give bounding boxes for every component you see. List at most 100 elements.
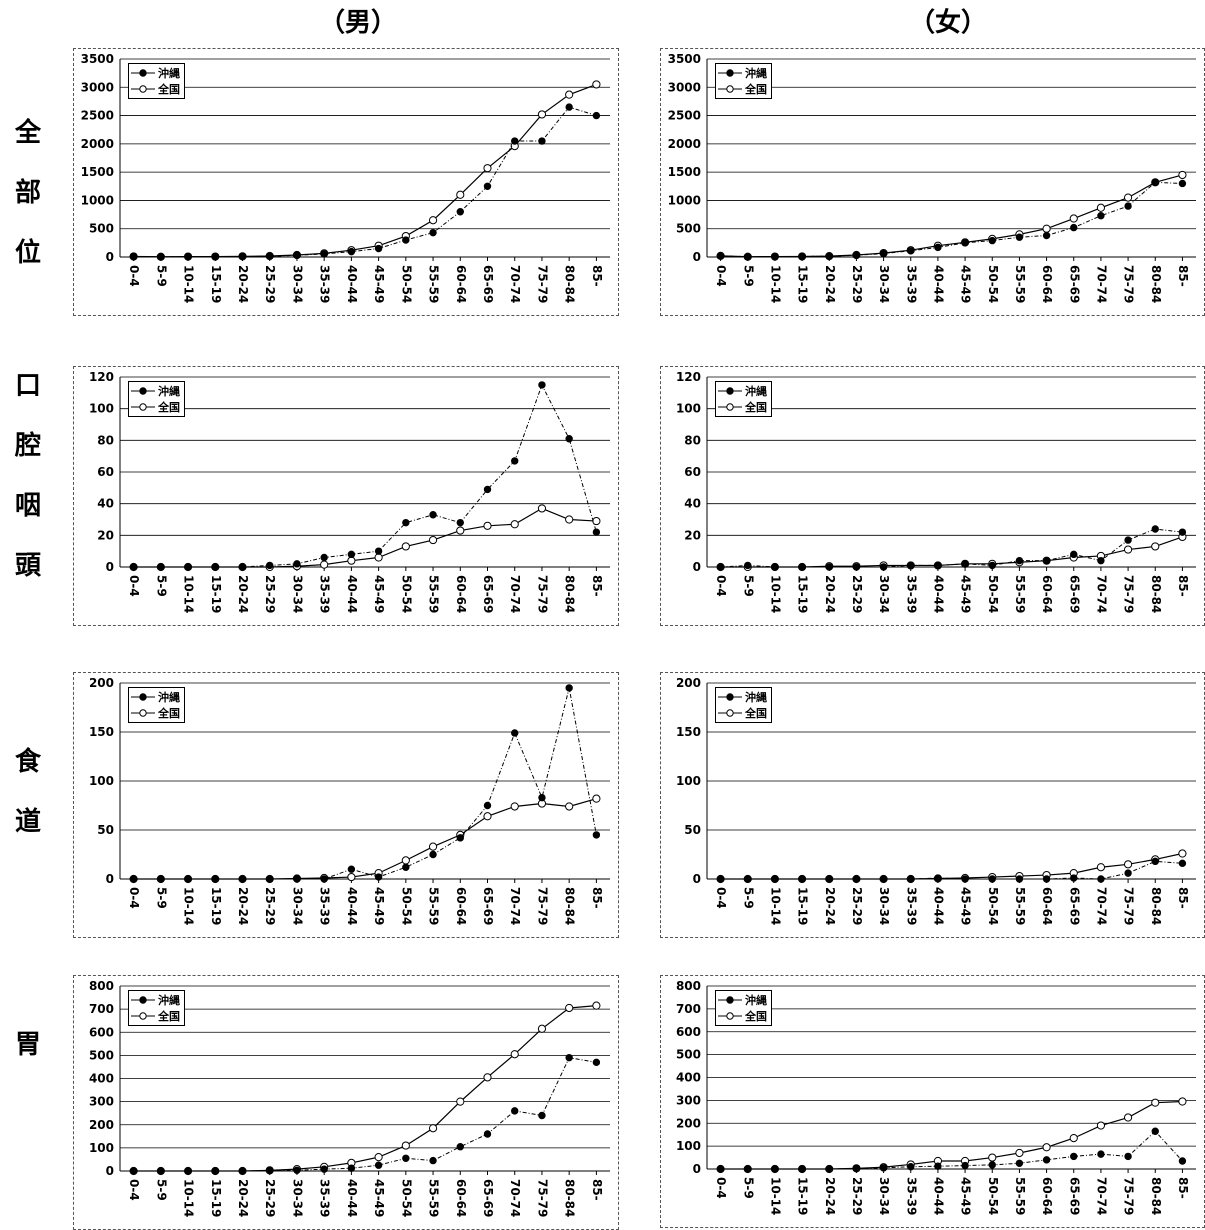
x-tick-label: 65-69 bbox=[1067, 265, 1081, 303]
okinawa-data-point bbox=[429, 1156, 437, 1165]
national-data-point bbox=[456, 1097, 465, 1106]
chart-panel-eso-male: 0 50 100 150 200 0-4 5-9 10-14 15-19 20-24 25-29 30… bbox=[73, 672, 619, 938]
okinawa-data-point bbox=[511, 457, 519, 465]
x-tick-label: 5-9 bbox=[154, 887, 168, 909]
y-tick-label: 150 bbox=[89, 725, 114, 739]
row-label-char: 道 bbox=[14, 807, 41, 837]
national-data-point bbox=[1069, 214, 1078, 223]
y-tick-label: 0 bbox=[693, 250, 701, 264]
okinawa-data-point bbox=[320, 250, 328, 258]
national-data-point bbox=[401, 1141, 410, 1150]
national-data-point bbox=[1178, 1097, 1187, 1106]
x-tick-label: 45-49 bbox=[959, 265, 973, 303]
x-tick-label: 30-34 bbox=[877, 575, 891, 613]
x-tick-label: 50-54 bbox=[986, 1177, 1000, 1215]
x-tick-label: 80-84 bbox=[563, 575, 577, 613]
okinawa-data-point bbox=[934, 1162, 942, 1170]
x-tick-label: 85- bbox=[590, 1179, 604, 1201]
x-tick-label: 35-39 bbox=[318, 1179, 332, 1217]
chart-legend: 沖縄 全国 bbox=[715, 990, 772, 1026]
x-tick-label: 40-44 bbox=[345, 1179, 359, 1217]
x-tick-label: 80-84 bbox=[563, 1179, 577, 1217]
okinawa-series-line bbox=[720, 860, 1183, 880]
national-data-point bbox=[428, 216, 438, 225]
y-tick-label: 120 bbox=[676, 370, 701, 384]
chart-svg: 0 500 1000 1500 2000 2500 3000 3500 0-4 5-9 10-14 1… bbox=[668, 52, 1196, 303]
okinawa-data-point bbox=[798, 875, 806, 883]
national-series-line bbox=[133, 83, 597, 258]
x-tick-label: 45-49 bbox=[959, 1177, 973, 1215]
x-tick-label: 10-14 bbox=[768, 265, 782, 303]
x-tick-label: 40-44 bbox=[345, 575, 359, 613]
national-data-point bbox=[1042, 224, 1051, 233]
x-tick-label: 45-49 bbox=[372, 575, 386, 613]
okinawa-data-point bbox=[538, 381, 546, 389]
y-tick-label: 150 bbox=[676, 725, 701, 739]
chart-legend: 沖縄 全国 bbox=[128, 381, 185, 417]
y-tick-label: 0 bbox=[693, 1162, 701, 1176]
chart-legend: 沖縄 全国 bbox=[128, 990, 185, 1026]
okinawa-data-point bbox=[907, 561, 915, 570]
row-label-oral-pharynx: 口 腔 咽 頭 bbox=[8, 356, 48, 596]
x-tick-label: 75-79 bbox=[1122, 265, 1136, 303]
x-tick-label: 75-79 bbox=[535, 575, 549, 613]
hollow-marker-icon bbox=[718, 403, 742, 411]
x-tick-label: 65-69 bbox=[481, 887, 495, 925]
okinawa-data-point bbox=[511, 729, 519, 737]
x-tick-label: 35-39 bbox=[318, 265, 332, 303]
x-tick-label: 40-44 bbox=[931, 575, 945, 613]
okinawa-data-point bbox=[184, 563, 192, 571]
legend-item-okinawa: 沖縄 bbox=[718, 65, 767, 81]
okinawa-series-line bbox=[133, 1057, 597, 1172]
x-tick-label: 55-59 bbox=[1013, 887, 1027, 925]
okinawa-data-point bbox=[1124, 536, 1132, 544]
x-tick-label: 15-19 bbox=[796, 265, 810, 303]
row-label-char: 口 bbox=[14, 371, 41, 401]
okinawa-data-point bbox=[716, 252, 725, 260]
okinawa-data-point bbox=[211, 563, 219, 571]
legend-label: 沖縄 bbox=[745, 691, 767, 704]
x-tick-label: 35-39 bbox=[318, 575, 332, 613]
x-tick-label: 65-69 bbox=[481, 265, 495, 303]
x-tick-label: 50-54 bbox=[399, 265, 413, 303]
legend-item-okinawa: 沖縄 bbox=[131, 383, 180, 399]
national-data-point bbox=[401, 856, 410, 865]
x-tick-label: 80-84 bbox=[1149, 1177, 1163, 1215]
okinawa-data-point bbox=[184, 875, 192, 883]
y-tick-label: 3000 bbox=[81, 80, 114, 94]
okinawa-data-point bbox=[266, 561, 274, 570]
x-tick-label: 50-54 bbox=[986, 887, 1000, 925]
legend-item-okinawa: 沖縄 bbox=[718, 383, 767, 399]
okinawa-series-line bbox=[133, 687, 597, 880]
okinawa-data-point bbox=[483, 1130, 492, 1138]
okinawa-data-point bbox=[211, 875, 219, 883]
national-data-point bbox=[1042, 1143, 1051, 1152]
national-series-line bbox=[133, 798, 597, 880]
x-tick-label: 40-44 bbox=[931, 1177, 945, 1215]
national-data-point bbox=[483, 812, 492, 821]
okinawa-data-point bbox=[771, 875, 779, 883]
okinawa-data-point bbox=[744, 253, 752, 261]
okinawa-data-point bbox=[320, 553, 328, 562]
okinawa-data-point bbox=[157, 1167, 165, 1175]
x-tick-label: 10-14 bbox=[768, 575, 782, 613]
chart-panel-oral-male: 0 20 40 60 80 100 120 0-4 5-9 10-14 15-19 20-24 25-2… bbox=[73, 366, 619, 626]
legend-item-national: 全国 bbox=[718, 1008, 767, 1024]
x-tick-label: 20-24 bbox=[823, 575, 837, 613]
okinawa-data-point bbox=[852, 251, 861, 260]
x-tick-label: 85- bbox=[1176, 575, 1190, 597]
okinawa-data-point bbox=[1178, 859, 1187, 868]
legend-item-national: 全国 bbox=[131, 81, 180, 97]
x-tick-label: 65-69 bbox=[1067, 1177, 1081, 1215]
okinawa-data-point bbox=[1070, 550, 1078, 559]
national-data-point bbox=[374, 553, 383, 562]
okinawa-data-point bbox=[456, 1143, 464, 1151]
x-tick-label: 0-4 bbox=[714, 265, 728, 287]
hollow-marker-icon bbox=[131, 403, 155, 411]
okinawa-data-point bbox=[347, 865, 356, 873]
x-tick-label: 75-79 bbox=[535, 887, 549, 925]
okinawa-data-point bbox=[157, 253, 165, 261]
y-tick-label: 0 bbox=[106, 250, 114, 264]
okinawa-data-point bbox=[1151, 1127, 1159, 1135]
legend-item-okinawa: 沖縄 bbox=[718, 689, 767, 705]
